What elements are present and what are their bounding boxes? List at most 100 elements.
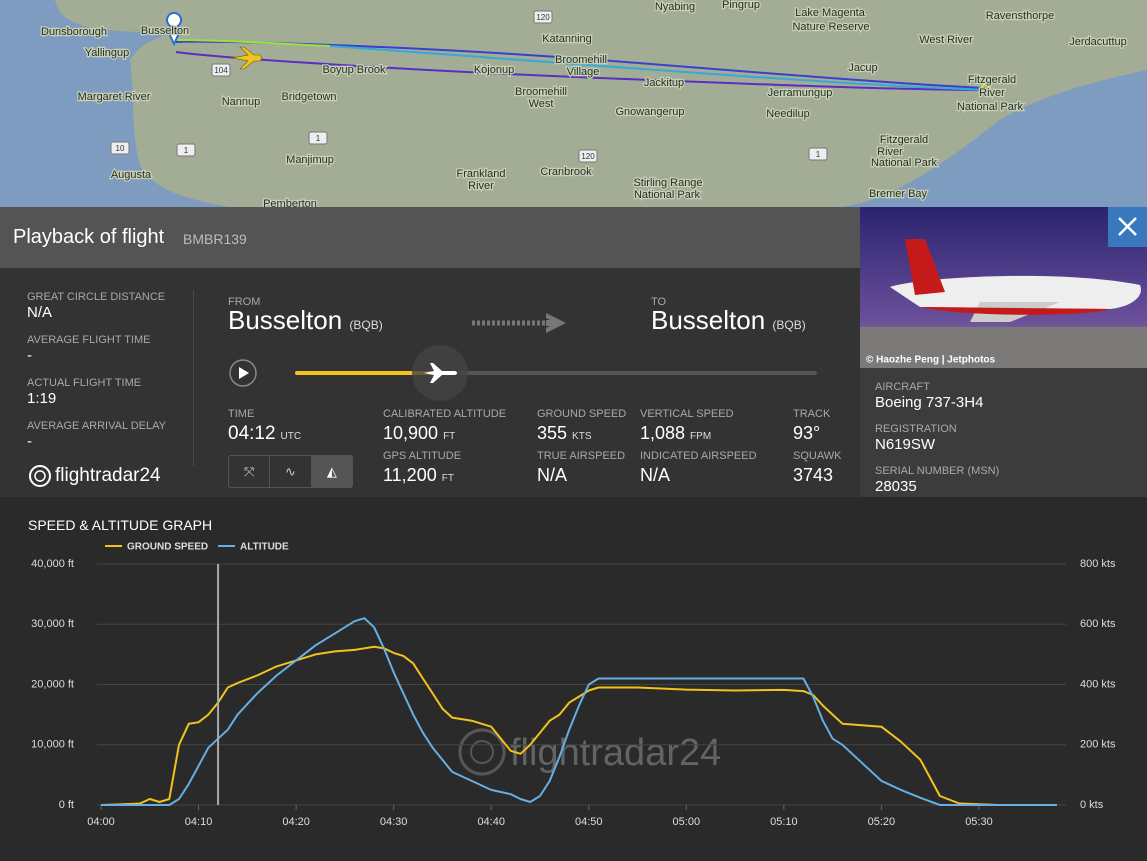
info-label: INDICATED AIRSPEED — [640, 450, 757, 462]
slider-plane[interactable] — [424, 363, 457, 383]
road-shield — [533, 10, 553, 24]
y2-tick-label: 0 kts — [1080, 799, 1104, 811]
to: Busselton (BQB) — [651, 305, 806, 336]
info-number: 04:12 — [228, 423, 276, 444]
origin-pin[interactable] — [166, 12, 183, 47]
info-value: 3743 — [793, 465, 833, 486]
info-number: 11,200 — [383, 465, 437, 485]
playback-controls — [229, 345, 817, 401]
x-tick-label: 04:30 — [380, 816, 408, 828]
map-label: River — [877, 146, 903, 158]
info-number: 3743 — [793, 465, 834, 485]
close-icon[interactable] — [1108, 207, 1147, 247]
map-label: Jacup — [848, 62, 877, 74]
aircraft-icon[interactable] — [231, 46, 263, 70]
map-label: Nature Reserve — [792, 21, 869, 33]
map-label: Frankland — [457, 168, 506, 180]
logo-icon — [29, 465, 51, 487]
map-label: Pemberton — [263, 198, 317, 207]
info-value: N/A — [640, 465, 670, 486]
flight-path — [175, 39, 331, 47]
map[interactable]: Dunsborough Busselton Yallingup Margaret Ri… — [0, 0, 1147, 207]
map-label: Yallingup — [85, 47, 129, 59]
map-label: Nyabing — [655, 1, 695, 13]
aircraft-label: SERIAL NUMBER (MSN) — [875, 465, 1000, 477]
to-label: TO — [651, 292, 666, 310]
toggle-route[interactable]: ∿ — [270, 456, 312, 487]
info-number: 10,900 — [383, 423, 439, 443]
x-tick-label: 04:00 — [87, 816, 115, 828]
y-tick-label: 10,000 ft — [31, 739, 74, 751]
play-button[interactable] — [229, 359, 257, 387]
road-shield — [808, 147, 828, 161]
play-icon[interactable] — [239, 367, 249, 379]
info-number: 93° — [793, 423, 821, 443]
map-label: Cranbrook — [540, 166, 592, 178]
watermark: flightradar24 — [510, 732, 721, 774]
toggle-graph[interactable]: ◭ — [311, 456, 352, 487]
x-tick-label: 04:20 — [282, 816, 310, 828]
stat-label: AVERAGE ARRIVAL DELAY — [27, 420, 166, 432]
road-number: 10 — [116, 144, 125, 153]
stat-value: - — [27, 347, 32, 364]
map-label: National Park — [871, 157, 938, 169]
map-label: West — [529, 98, 554, 110]
ocean — [0, 0, 230, 207]
road-number: 1 — [316, 134, 321, 143]
info-number: 1,088 — [640, 423, 686, 443]
y-tick-label: 40,000 ft — [31, 558, 74, 570]
aircraft-value: Boeing 737-3H4 — [875, 394, 984, 411]
info-label: TRACK — [793, 408, 831, 420]
map-label: National Park — [957, 101, 1024, 113]
info-number: N/A — [537, 465, 568, 485]
info-number: N/A — [640, 465, 671, 485]
info-label: GROUND SPEED — [537, 408, 627, 420]
stat-value: 1:19 — [27, 390, 57, 407]
aircraft-value: 28035 — [875, 478, 917, 495]
aircraft-label: REGISTRATION — [875, 423, 957, 435]
map-label: Broomehill — [515, 86, 567, 98]
map-label: Boyup Brook — [323, 64, 386, 76]
stat-label: GREAT CIRCLE DISTANCE — [27, 291, 166, 303]
y2-tick-label: 800 kts — [1080, 558, 1116, 570]
map-label: Bremer Bay — [869, 188, 928, 200]
info-label: CALIBRATED ALTITUDE — [383, 408, 507, 420]
info-label: TIME — [228, 408, 255, 420]
map-label: Dunsborough — [41, 26, 107, 38]
map-label: Ravensthorpe — [986, 10, 1055, 22]
graph-title: SPEED & ALTITUDE GRAPH — [28, 517, 213, 533]
from-code: (BQB) — [349, 318, 383, 332]
slider-progress — [295, 371, 440, 375]
map-label: Jackitup — [644, 77, 684, 89]
map-label: Lake Magenta — [795, 7, 866, 19]
info-label: GPS ALTITUDE — [383, 450, 462, 462]
map-label: Fitzgerald — [880, 134, 928, 146]
map-label: Nannup — [222, 96, 261, 108]
x-tick-label: 05:30 — [965, 816, 993, 828]
from-label: FROM — [228, 292, 260, 310]
x-tick-label: 04:10 — [185, 816, 213, 828]
map-label: Gnowangerup — [615, 106, 684, 118]
stat-label: ACTUAL FLIGHT TIME — [27, 377, 142, 389]
y2-tick-label: 200 kts — [1080, 739, 1116, 751]
logo-text: flightradar24 — [55, 465, 161, 486]
flight-path — [329, 45, 986, 91]
y2-tick-label: 600 kts — [1080, 618, 1116, 630]
header-title: Playback of flight — [13, 226, 165, 248]
toggle-fullscreen[interactable]: ⤧ — [229, 456, 271, 487]
aircraft-photo[interactable]: © Haozhe Peng | Jetphotos — [860, 207, 1147, 368]
photo-credit: © Haozhe Peng | Jetphotos — [866, 355, 996, 366]
road-shield — [176, 143, 196, 157]
ocean — [840, 70, 1147, 207]
map-label: Augusta — [111, 169, 152, 181]
map-label: Katanning — [542, 33, 592, 45]
to-label-text: TO — [651, 296, 667, 308]
info-value: 10,900 FT — [383, 423, 455, 444]
stat-label: AVERAGE FLIGHT TIME — [27, 334, 151, 346]
road-shield — [110, 141, 130, 155]
header-bar: Playback of flight BMBR139 — [0, 207, 860, 268]
close-button[interactable] — [1108, 207, 1147, 247]
belly — [920, 307, 1110, 315]
map-label: Stirling Range — [633, 177, 702, 189]
